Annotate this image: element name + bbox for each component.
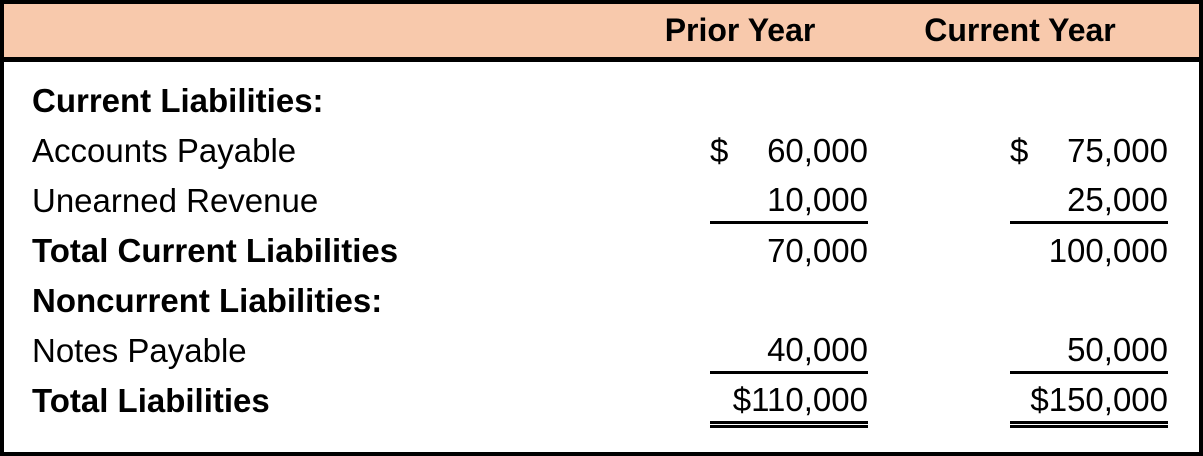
row-label: Total Current Liabilities (32, 232, 399, 269)
table-row-total-current-liabilities: Total Current Liabilities 70,000 100,000 (4, 226, 1199, 276)
prior-year-amount: 40,000 (710, 328, 868, 374)
prior-year-amount: 10,000 (710, 178, 868, 224)
table-body: Current Liabilities: Accounts Payable $ … (4, 62, 1199, 428)
amount-value: 40,000 (767, 330, 868, 368)
amount-value: 10,000 (767, 180, 868, 218)
amount-value: 70,000 (767, 232, 868, 269)
table-row-unearned-revenue: Unearned Revenue 10,000 25,000 (4, 176, 1199, 226)
current-year-amount (1010, 278, 1168, 324)
current-year-amount: 100,000 (1010, 228, 1168, 274)
row-label: Accounts Payable (32, 132, 297, 169)
header-row: Prior Year Current Year (4, 4, 1199, 62)
currency-symbol: $ (710, 132, 729, 169)
current-year-amount: 25,000 (1010, 178, 1168, 224)
row-label: Current Liabilities: (32, 82, 324, 119)
prior-year-amount: 70,000 (710, 228, 868, 274)
table-row-current-liabilities-section: Current Liabilities: (4, 76, 1199, 126)
amount-value: $110,000 (732, 380, 868, 418)
amount-value: 25,000 (1067, 180, 1168, 218)
current-year-amount: $ 75,000 (1010, 128, 1168, 174)
table-row-notes-payable: Notes Payable 40,000 50,000 (4, 326, 1199, 376)
prior-year-amount: $110,000 (710, 378, 868, 428)
amount-value: 75,000 (1067, 132, 1168, 169)
prior-year-amount (710, 278, 868, 324)
table-row-total-liabilities: Total Liabilities $110,000 $150,000 (4, 376, 1199, 428)
amount-value: 100,000 (1048, 232, 1168, 269)
prior-year-amount: $ 60,000 (710, 128, 868, 174)
currency-symbol: $ (1010, 132, 1029, 169)
row-label: Notes Payable (32, 332, 247, 369)
table-row-noncurrent-liabilities-section: Noncurrent Liabilities: (4, 276, 1199, 326)
column-header-current-year: Current Year (924, 12, 1116, 48)
current-year-amount: $150,000 (1010, 378, 1168, 428)
table-row-accounts-payable: Accounts Payable $ 60,000 $ 75,000 (4, 126, 1199, 176)
current-year-amount (1010, 78, 1168, 124)
column-header-prior-year: Prior Year (664, 12, 816, 48)
amount-value: $150,000 (1030, 380, 1168, 418)
row-label: Unearned Revenue (32, 182, 319, 219)
amount-value: 50,000 (1067, 330, 1168, 368)
current-year-amount: 50,000 (1010, 328, 1168, 374)
amount-value: 60,000 (767, 132, 868, 169)
prior-year-amount (710, 78, 868, 124)
row-label: Total Liabilities (32, 382, 270, 419)
row-label: Noncurrent Liabilities: (32, 282, 383, 319)
